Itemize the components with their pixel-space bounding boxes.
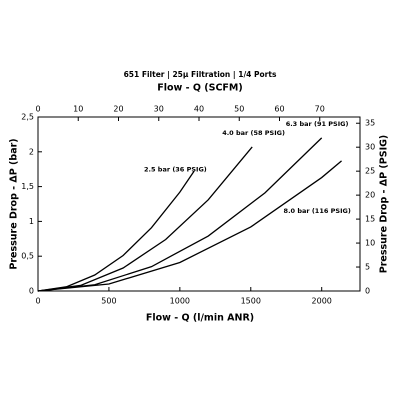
x-tick-label: 0 (35, 297, 40, 306)
y-tick-label: 0,5 (21, 252, 34, 261)
y2-axis-label: Pressure Drop - ΔP (PSIG) (379, 135, 390, 274)
y-tick-label: 1,5 (21, 182, 34, 191)
x2-tick-label: 40 (194, 105, 204, 114)
series-label: 2.5 bar (36 PSIG) (144, 165, 207, 173)
x-tick-label: 1000 (170, 297, 190, 306)
y-axis-label: Pressure Drop - ΔP (bar) (9, 138, 20, 269)
x2-tick-label: 10 (73, 105, 83, 114)
chart-title: 651 Filter | 25µ Filtration | 1/4 Ports (124, 70, 277, 80)
series-label: 8.0 bar (116 PSIG) (284, 207, 351, 215)
y-tick-label: 2,5 (21, 113, 34, 122)
x2-tick-label: 30 (154, 105, 164, 114)
y2-tick-label: 10 (365, 239, 375, 248)
x-tick-label: 500 (101, 297, 116, 306)
y-tick-label: 0 (29, 287, 34, 296)
x2-tick-label: 20 (113, 105, 123, 114)
y2-tick-label: 30 (365, 143, 375, 152)
x-axis-label: Flow - Q (l/min ANR) (146, 313, 254, 324)
y2-tick-label: 35 (365, 119, 375, 128)
y2-tick-label: 15 (365, 215, 375, 224)
x2-tick-label: 50 (234, 105, 244, 114)
x2-tick-label: 60 (274, 105, 284, 114)
curve (37, 146, 253, 292)
y2-tick-label: 0 (365, 287, 370, 296)
x-tick-label: 2000 (312, 297, 332, 306)
series-label: 4.0 bar (58 PSIG) (222, 129, 285, 137)
y2-tick-label: 25 (365, 167, 375, 176)
curve (37, 160, 342, 292)
y-tick-label: 2 (29, 147, 34, 156)
x2-tick-label: 70 (315, 105, 325, 114)
y2-tick-label: 5 (365, 263, 370, 272)
x2-tick-label: 0 (35, 105, 40, 114)
series-label: 6.3 bar (91 PSIG) (286, 120, 349, 128)
y-tick-label: 1 (29, 217, 34, 226)
y2-tick-label: 20 (365, 191, 375, 200)
x-tick-label: 1500 (241, 297, 261, 306)
x2-axis-label: Flow - Q (SCFM) (157, 83, 242, 94)
